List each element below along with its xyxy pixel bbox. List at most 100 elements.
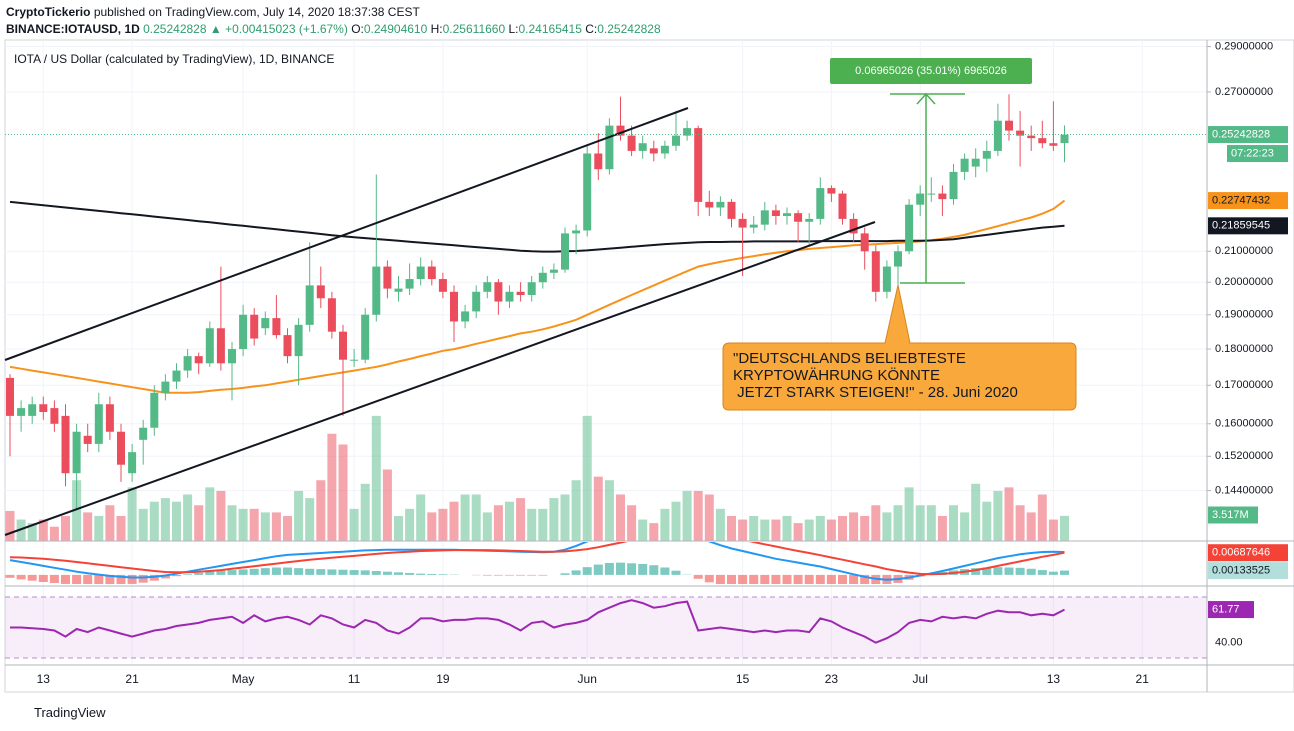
x-tick-label: 21 bbox=[1136, 672, 1150, 686]
macd-histogram-bar bbox=[205, 571, 215, 575]
candle-body bbox=[339, 331, 347, 360]
macd-histogram-bar bbox=[971, 568, 981, 575]
volume-bar bbox=[616, 494, 625, 541]
volume-bar bbox=[1015, 505, 1025, 541]
volume-bar bbox=[316, 480, 326, 541]
y-tick-label: 0.15200000 bbox=[1215, 450, 1273, 462]
candle-body bbox=[905, 204, 914, 252]
rsi-pane bbox=[5, 596, 1207, 659]
macd-histogram-bar bbox=[727, 574, 736, 584]
macd-histogram-bar bbox=[394, 572, 403, 575]
macd-histogram-bar bbox=[172, 574, 181, 577]
macd-histogram-bar bbox=[638, 563, 648, 575]
macd-histogram-bar bbox=[616, 562, 625, 575]
x-tick-label: 13 bbox=[37, 672, 51, 686]
macd-histogram-bar bbox=[493, 574, 503, 576]
histogram-label: 0.00133525 bbox=[1212, 565, 1270, 577]
macd-histogram-bar bbox=[27, 574, 37, 581]
macd-histogram-bar bbox=[704, 574, 714, 583]
macd-histogram-bar bbox=[671, 570, 681, 575]
volume-bar bbox=[693, 490, 703, 541]
volume-bar bbox=[738, 519, 748, 541]
candle-body bbox=[427, 266, 436, 280]
candle-body bbox=[150, 392, 159, 428]
signal-label: 0.00687646 bbox=[1212, 547, 1270, 559]
volume-bar bbox=[982, 501, 992, 541]
candle-body bbox=[882, 266, 891, 292]
macd-histogram-bar bbox=[294, 568, 304, 575]
ohlc-close-label: C: bbox=[585, 22, 598, 36]
x-tick-label: Jul bbox=[913, 672, 928, 686]
macd-histogram-bar bbox=[693, 574, 703, 579]
candle-body bbox=[783, 213, 791, 217]
chart-frame bbox=[4, 39, 1294, 693]
macd-histogram-bar bbox=[604, 562, 614, 575]
candle-body bbox=[549, 269, 558, 273]
ohlc-open: 0.24904610 bbox=[363, 22, 428, 36]
volume-bar bbox=[1026, 512, 1036, 541]
quote-line: BINANCE:IOTAUSD, 1D 0.25242828 ▲ +0.0041… bbox=[6, 22, 661, 36]
macd-histogram-bar bbox=[860, 574, 870, 584]
macd-histogram-bar bbox=[793, 574, 803, 584]
volume-bar bbox=[482, 512, 492, 541]
macd-histogram-bar bbox=[1037, 570, 1047, 575]
candle-body bbox=[261, 318, 270, 329]
volume-bar bbox=[105, 505, 115, 541]
x-tick-label: 11 bbox=[348, 672, 361, 686]
macd-histogram-bar bbox=[760, 574, 770, 584]
volume-bar bbox=[804, 519, 814, 541]
last-price-label: 0.25242828 bbox=[1212, 128, 1270, 140]
candle-body bbox=[383, 266, 392, 289]
macd-histogram-bar bbox=[138, 574, 148, 583]
volume-bar bbox=[394, 515, 403, 541]
candle-body bbox=[472, 291, 481, 312]
volume-bar bbox=[172, 501, 181, 541]
chart-title: IOTA / US Dollar (calculated by TradingV… bbox=[14, 52, 334, 66]
histogram-label-bg bbox=[1208, 562, 1288, 580]
publish-line: CryptoTickerio published on TradingView.… bbox=[6, 5, 420, 19]
y-tick-label: 0.16000000 bbox=[1215, 418, 1273, 430]
last-price: 0.25242828 bbox=[143, 22, 207, 36]
volume-bar bbox=[627, 505, 637, 541]
candle-body bbox=[794, 213, 803, 222]
y-tick-label: 0.20000000 bbox=[1215, 276, 1273, 288]
candle-body bbox=[616, 125, 625, 136]
volume-bar bbox=[971, 483, 981, 541]
volume-bar bbox=[449, 501, 459, 541]
macd-histogram-bar bbox=[249, 568, 259, 575]
volume-bar bbox=[5, 510, 15, 541]
macd-histogram-bar bbox=[194, 572, 204, 575]
macd-histogram-bar bbox=[116, 574, 126, 584]
footer: TradingView bbox=[34, 705, 106, 720]
macd-histogram-bar bbox=[183, 574, 193, 575]
candle-body bbox=[738, 218, 747, 228]
macd-histogram-bar bbox=[382, 571, 392, 575]
candle-body bbox=[916, 193, 925, 205]
volume-bar bbox=[560, 494, 570, 541]
signal-label-bg bbox=[1208, 544, 1288, 562]
macd-histogram-bar bbox=[271, 567, 281, 575]
volume-bar bbox=[1004, 487, 1014, 541]
ohlc-close: 0.25242828 bbox=[597, 22, 661, 36]
y-tick-label: 0.18000000 bbox=[1215, 343, 1273, 355]
x-tick-label: 15 bbox=[736, 672, 750, 686]
candle-body bbox=[583, 153, 592, 231]
candle-body bbox=[649, 148, 658, 154]
candle-body bbox=[538, 272, 547, 283]
ma-label-bg bbox=[1208, 217, 1288, 235]
callout-text: KRYPTOWÄHRUNG KÖNNTE bbox=[733, 366, 940, 384]
candle-body bbox=[438, 279, 447, 292]
candle-body bbox=[605, 125, 614, 170]
candle-body bbox=[683, 128, 692, 136]
candle-body bbox=[50, 408, 59, 424]
macd-histogram-bar bbox=[1060, 570, 1069, 575]
candle-body bbox=[283, 335, 292, 357]
candle-body bbox=[672, 135, 680, 146]
volume-bar bbox=[382, 469, 392, 541]
macd-histogram-bar bbox=[360, 570, 370, 575]
x-tick-label: 21 bbox=[125, 672, 139, 686]
x-tick-label: 19 bbox=[436, 672, 450, 686]
symbol: BINANCE:IOTAUSD, 1D bbox=[6, 22, 140, 36]
macd-histogram-bar bbox=[283, 567, 292, 575]
